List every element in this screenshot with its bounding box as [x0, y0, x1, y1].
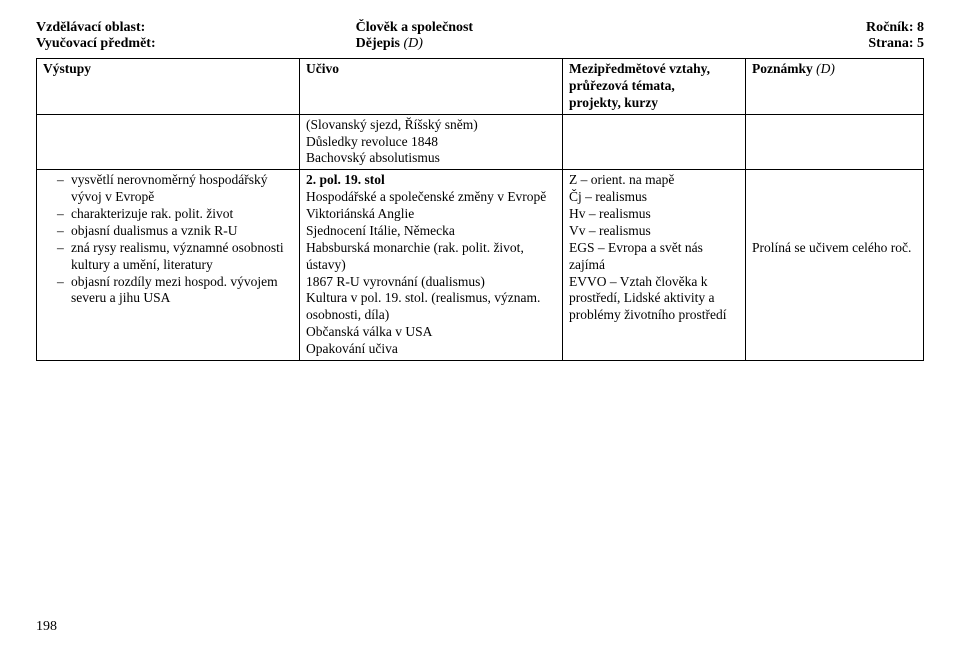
table-row: vysvětlí nerovnoměrný hospodářský vývoj …	[37, 170, 924, 361]
cell-ucivo-2: 2. pol. 19. stol Hospodářské a společens…	[300, 170, 563, 361]
page-number: 198	[36, 619, 57, 635]
mezi-l4: Vv – realismus	[569, 223, 651, 238]
mezi-l3: Hv – realismus	[569, 206, 651, 221]
th-pozn-italic: (D)	[816, 61, 835, 76]
mezi-l2: Čj – realismus	[569, 189, 647, 204]
ucivo2-l5: 1867 R-U vyrovnání (dualismus)	[306, 274, 485, 289]
table-row: (Slovanský sjezd, Říšský sněm) Důsledky …	[37, 114, 924, 170]
ucivo1-l1: (Slovanský sjezd, Říšský sněm)	[306, 117, 478, 132]
th-pozn-plain: Poznámky	[752, 61, 816, 76]
header-right-line1: Ročník: 8	[866, 20, 924, 35]
ucivo2-l6: Kultura v pol. 19. stol. (realismus, výz…	[306, 290, 540, 322]
th-ucivo: Učivo	[300, 59, 563, 115]
th-pozn: Poznámky (D)	[746, 59, 924, 115]
ucivo2-l8: Opakování učiva	[306, 341, 398, 356]
vystupy-list: vysvětlí nerovnoměrný hospodářský vývoj …	[43, 172, 293, 307]
list-item: objasní rozdíly mezi hospod. vývojem sev…	[57, 274, 293, 308]
header-mid-line2-italic: (D)	[403, 36, 422, 51]
page: Vzdělávací oblast: Vyučovací předmět: Čl…	[0, 0, 960, 653]
ucivo1-l3: Bachovský absolutismus	[306, 150, 440, 165]
cell-vystupy-2: vysvětlí nerovnoměrný hospodářský vývoj …	[37, 170, 300, 361]
header-mid-line1: Člověk a společnost	[356, 20, 473, 35]
list-item: zná rysy realismu, významné osobnosti ku…	[57, 240, 293, 274]
header-left-label1: Vzdělávací oblast:	[36, 20, 145, 35]
mezi-l6: EVVO – Vztah člověka k prostředí, Lidské…	[569, 274, 726, 323]
cell-mezi-1	[563, 114, 746, 170]
list-item: vysvětlí nerovnoměrný hospodářský vývoj …	[57, 172, 293, 206]
th-mezi-l1: Mezipředmětové vztahy,	[569, 61, 710, 76]
header-mid: Člověk a společnost Dějepis (D)	[156, 20, 866, 52]
curriculum-table: Výstupy Učivo Mezipředmětové vztahy, prů…	[36, 58, 924, 361]
ucivo2-l2: Viktoriánská Anglie	[306, 206, 414, 221]
list-item: charakterizuje rak. polit. život	[57, 206, 293, 223]
ucivo2-l7: Občanská válka v USA	[306, 324, 432, 339]
ucivo2-l3: Sjednocení Itálie, Německa	[306, 223, 455, 238]
th-mezi: Mezipředmětové vztahy, průřezová témata,…	[563, 59, 746, 115]
ucivo1-l2: Důsledky revoluce 1848	[306, 134, 438, 149]
th-mezi-l3: projekty, kurzy	[569, 95, 658, 110]
ucivo2-l1: Hospodářské a společenské změny v Evropě	[306, 189, 546, 204]
header-right: Ročník: 8 Strana: 5	[866, 20, 924, 52]
cell-ucivo-1: (Slovanský sjezd, Říšský sněm) Důsledky …	[300, 114, 563, 170]
cell-pozn-2: Prolíná se učivem celého roč.	[746, 170, 924, 361]
table-header-row: Výstupy Učivo Mezipředmětové vztahy, prů…	[37, 59, 924, 115]
ucivo2-h: 2. pol. 19. stol	[306, 172, 385, 187]
cell-pozn-1	[746, 114, 924, 170]
cell-mezi-2: Z – orient. na mapě Čj – realismus Hv – …	[563, 170, 746, 361]
cell-vystupy-1	[37, 114, 300, 170]
th-vystupy: Výstupy	[37, 59, 300, 115]
header-left-label2: Vyučovací předmět:	[36, 36, 156, 51]
th-mezi-l2: průřezová témata,	[569, 78, 675, 93]
header-right-line2: Strana: 5	[868, 36, 924, 51]
page-header: Vzdělávací oblast: Vyučovací předmět: Čl…	[36, 20, 924, 52]
mezi-l1: Z – orient. na mapě	[569, 172, 674, 187]
header-mid-line2-plain: Dějepis	[356, 36, 404, 51]
list-item: objasní dualismus a vznik R-U	[57, 223, 293, 240]
header-left: Vzdělávací oblast: Vyučovací předmět:	[36, 20, 156, 52]
pozn-text: Prolíná se učivem celého roč.	[752, 240, 911, 255]
mezi-l5: EGS – Evropa a svět nás zajímá	[569, 240, 703, 272]
ucivo2-l4: Habsburská monarchie (rak. polit. život,…	[306, 240, 524, 272]
